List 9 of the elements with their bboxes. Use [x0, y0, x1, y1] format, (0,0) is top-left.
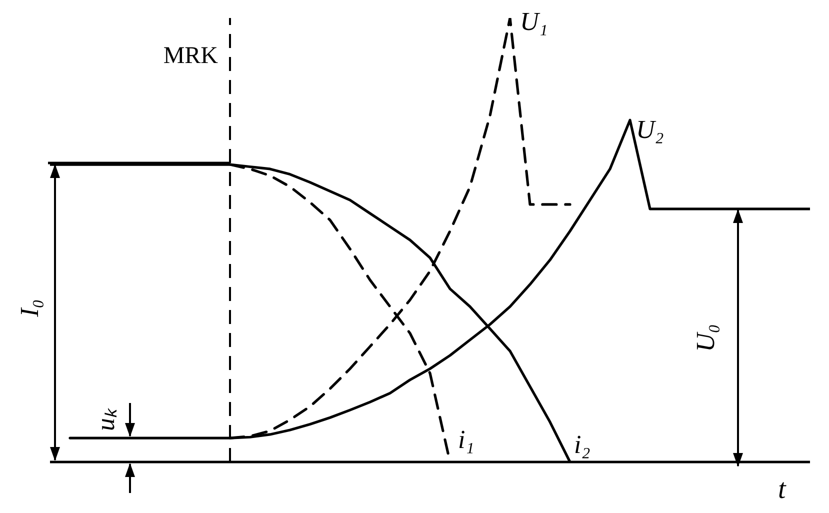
series-label: U₁	[520, 7, 548, 36]
text: MRK	[163, 43, 218, 69]
x-axis-title: t	[778, 474, 787, 505]
annotation: U₀	[691, 324, 720, 352]
text: I₀	[15, 299, 44, 318]
series-label: U₂	[636, 115, 664, 144]
series-label: i₂	[574, 430, 590, 459]
annotation: uₖ	[91, 407, 120, 431]
series-label: i₁	[458, 425, 474, 454]
